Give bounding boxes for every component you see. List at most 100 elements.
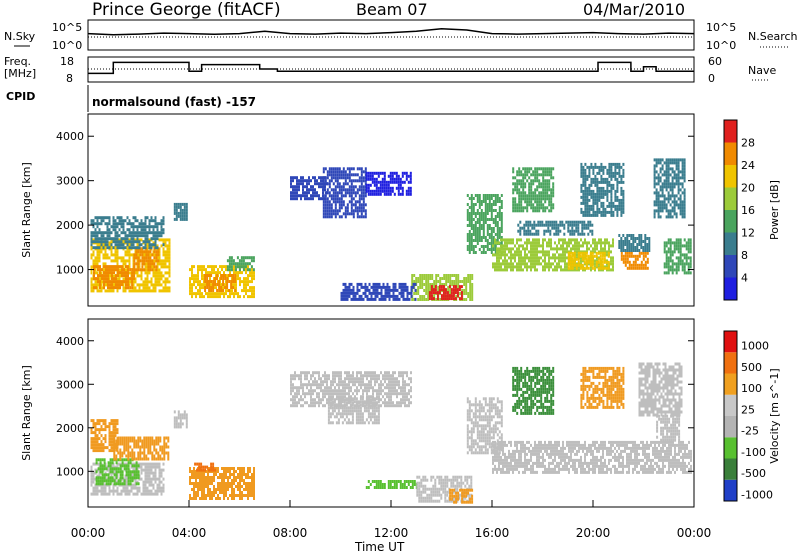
data-cell [373, 189, 376, 193]
data-cell [220, 274, 223, 277]
data-cell [356, 297, 359, 301]
data-cell [638, 240, 641, 243]
data-cell [152, 231, 155, 235]
data-cell [655, 170, 658, 174]
data-cell [189, 280, 191, 284]
data-cell [130, 237, 133, 241]
data-cell [687, 250, 690, 254]
data-cell [216, 289, 219, 292]
data-cell [520, 253, 522, 257]
data-cell [334, 188, 337, 192]
data-cell [158, 222, 161, 226]
data-cell [358, 215, 361, 219]
data-cell [380, 288, 383, 292]
data-cell [160, 489, 163, 493]
data-cell [328, 206, 331, 210]
data-cell [96, 259, 99, 263]
data-cell [520, 262, 522, 266]
data-cell [145, 457, 148, 461]
data-cell [414, 282, 417, 286]
data-cell [360, 167, 363, 171]
data-cell [149, 256, 152, 260]
data-cell [446, 291, 449, 295]
data-cell [221, 292, 223, 296]
data-cell [362, 200, 365, 204]
data-cell [659, 209, 662, 213]
data-cell [133, 470, 136, 474]
data-cell [204, 274, 207, 277]
data-cell [616, 165, 619, 169]
data-cell [387, 189, 390, 193]
data-cell [163, 436, 166, 440]
data-cell [498, 230, 501, 233]
data-cell [671, 167, 674, 171]
data-cell [683, 212, 686, 216]
data-cell [689, 244, 692, 248]
data-cell [606, 198, 609, 202]
data-cell [346, 285, 349, 289]
data-cell [589, 251, 592, 255]
data-cell [427, 289, 430, 292]
data-cell [93, 265, 95, 269]
data-cell [532, 241, 534, 245]
data-cell [528, 194, 531, 198]
data-cell [673, 182, 676, 186]
data-cell [514, 259, 516, 263]
data-cell [663, 265, 666, 269]
data-cell [322, 203, 325, 207]
data-cell [512, 241, 514, 245]
data-cell [659, 161, 662, 165]
data-cell [546, 188, 549, 192]
data-cell [101, 274, 103, 278]
data-cell [242, 262, 245, 266]
data-cell [107, 479, 110, 483]
data-cell [546, 241, 548, 245]
data-cell [122, 222, 125, 226]
data-cell [665, 188, 668, 192]
data-cell [243, 295, 245, 299]
data-cell [330, 197, 333, 201]
data-cell [166, 280, 169, 284]
data-cell [332, 194, 335, 198]
data-cell [581, 226, 584, 230]
data-cell [346, 297, 349, 301]
freq-label-2: [MHz] [4, 67, 36, 80]
data-cell [342, 185, 345, 189]
data-cell [382, 294, 385, 298]
data-cell [246, 262, 249, 266]
data-cell [599, 260, 602, 264]
data-cell [592, 180, 595, 184]
data-cell [482, 251, 485, 254]
data-cell [454, 297, 457, 301]
data-cell [516, 179, 519, 183]
data-cell [434, 285, 437, 289]
data-cell [237, 295, 239, 299]
data-cell [149, 250, 152, 254]
data-cell [127, 265, 129, 269]
data-cell [122, 231, 125, 235]
data-cell [119, 470, 122, 474]
data-cell [406, 291, 409, 295]
data-cell [612, 210, 615, 214]
data-cell [520, 206, 523, 210]
data-cell [687, 256, 690, 260]
data-cell [388, 288, 391, 292]
data-cell [189, 277, 191, 281]
data-cell [152, 243, 155, 247]
data-cell [585, 263, 588, 267]
data-cell [144, 277, 147, 281]
data-cell [484, 197, 487, 200]
data-cell [567, 223, 570, 227]
data-cell [518, 268, 520, 272]
data-cell [598, 180, 601, 184]
data-cell [149, 439, 152, 443]
data-cell [304, 185, 306, 189]
data-cell [230, 283, 233, 286]
data-cell [644, 254, 647, 258]
data-cell [588, 171, 591, 175]
data-cell [512, 206, 515, 210]
data-cell [117, 280, 119, 284]
data-cell [595, 254, 598, 258]
data-cell [500, 215, 503, 218]
data-cell [109, 265, 111, 269]
